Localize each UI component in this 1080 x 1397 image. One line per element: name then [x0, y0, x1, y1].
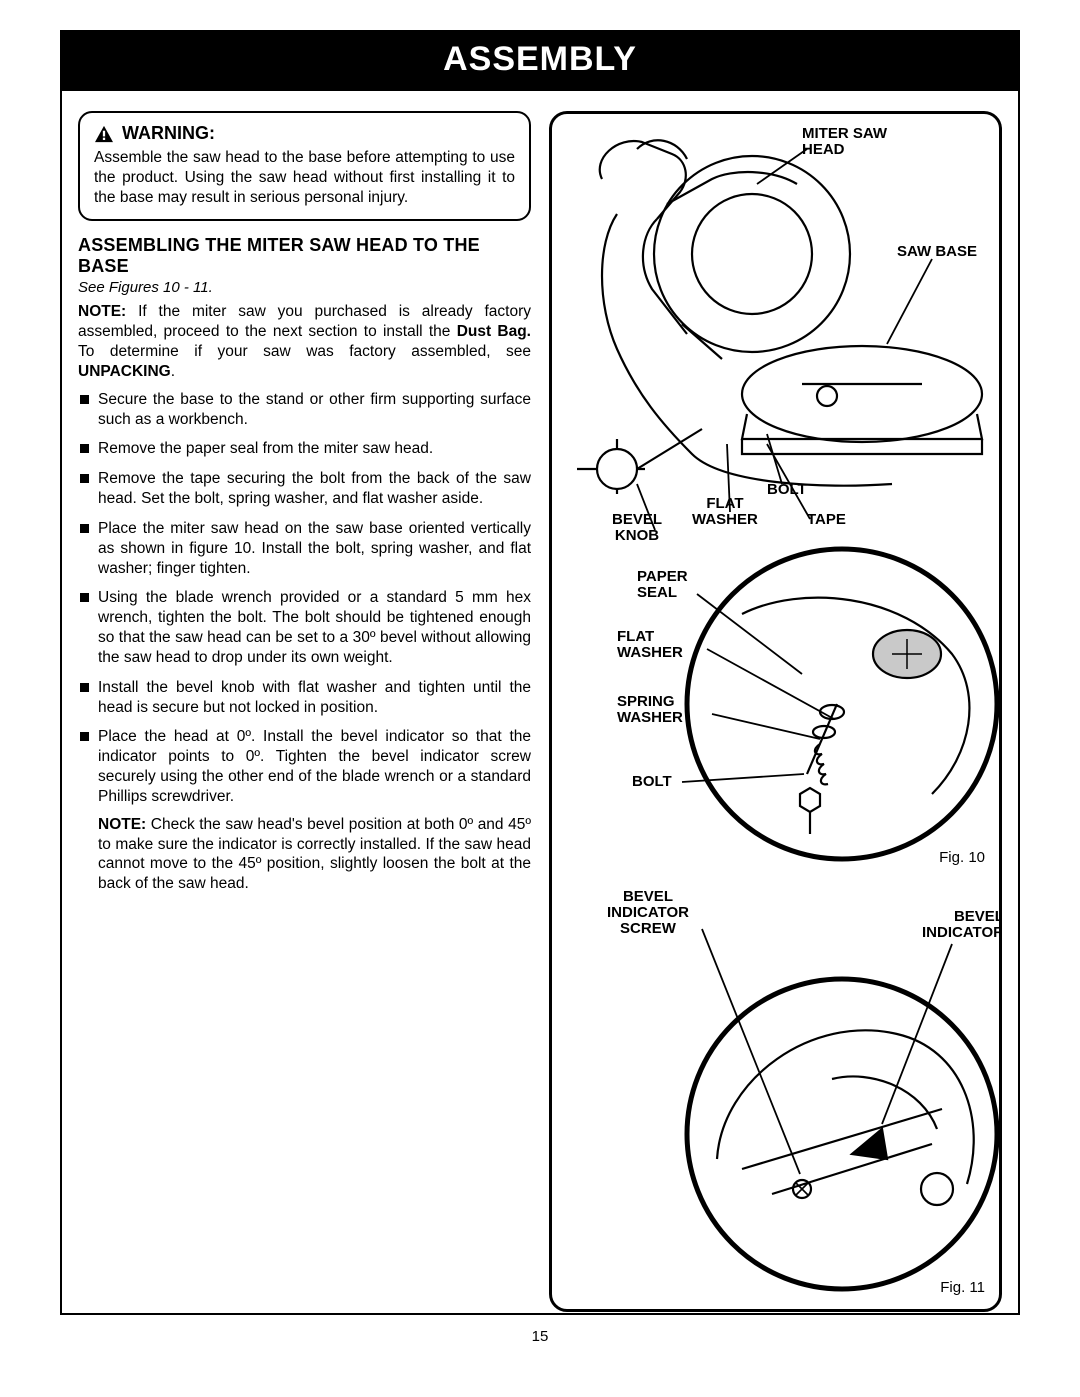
list-item: Remove the paper seal from the miter saw… [78, 439, 531, 459]
sub-note-body: Check the saw head's bevel position at b… [98, 816, 531, 892]
left-column: WARNING: Assemble the saw head to the ba… [78, 111, 531, 1312]
label-bolt-lower: BOLT [632, 774, 672, 790]
label-bevel-indicator-screw: BEVEL INDICATOR SCREW [607, 889, 689, 936]
warning-box: WARNING: Assemble the saw head to the ba… [78, 111, 531, 221]
warning-heading-text: WARNING: [122, 123, 215, 144]
label-flat-washer-upper: FLAT WASHER [692, 496, 758, 528]
steps-list: Secure the base to the stand or other fi… [78, 390, 531, 807]
warning-icon [94, 125, 114, 143]
note-unpacking: UNPACKING [78, 363, 171, 380]
note-dustbag: Dust Bag. [457, 323, 531, 340]
list-item: Remove the tape securing the bolt from t… [78, 469, 531, 509]
label-saw-base: SAW BASE [897, 244, 977, 260]
page: ASSEMBLY WARNING: Assemble the saw head … [0, 0, 1080, 1365]
fig11-caption: Fig. 11 [940, 1279, 985, 1296]
list-item: Place the head at 0º. Install the bevel … [78, 727, 531, 806]
label-bolt-upper: BOLT [767, 482, 807, 498]
label-paper-seal: PAPER SEAL [637, 569, 688, 601]
columns: WARNING: Assemble the saw head to the ba… [50, 91, 1030, 1322]
list-item: Install the bevel knob with flat washer … [78, 678, 531, 718]
figure-panel: MITER SAW HEAD SAW BASE BOLT FLAT WASHER… [549, 111, 1002, 1312]
label-bevel-knob: BEVEL KNOB [612, 512, 662, 544]
label-spring-washer: SPRING WASHER [617, 694, 683, 726]
figure-reference: See Figures 10 - 11. [78, 279, 531, 296]
page-number: 15 [50, 1328, 1030, 1345]
note-paragraph: NOTE: If the miter saw you purchased is … [78, 302, 531, 381]
label-miter-saw-head: MITER SAW HEAD [802, 126, 887, 158]
list-item: Place the miter saw head on the saw base… [78, 519, 531, 578]
list-item: Secure the base to the stand or other fi… [78, 390, 531, 430]
warning-body: Assemble the saw head to the base before… [94, 148, 515, 207]
label-tape: TAPE [807, 512, 846, 528]
note-body-c: . [171, 363, 175, 380]
sub-note: NOTE: Check the saw head's bevel positio… [78, 815, 531, 894]
title-text: ASSEMBLY [443, 40, 637, 78]
note-body-b: To determine if your saw was factory ass… [78, 343, 531, 360]
warning-heading: WARNING: [94, 123, 515, 144]
title-bar: ASSEMBLY [60, 30, 1020, 91]
right-column: MITER SAW HEAD SAW BASE BOLT FLAT WASHER… [549, 111, 1002, 1312]
section-heading: ASSEMBLING THE MITER SAW HEAD TO THE BAS… [78, 235, 531, 277]
sub-note-prefix: NOTE: [98, 816, 146, 833]
note-prefix: NOTE: [78, 303, 126, 320]
fig10-caption: Fig. 10 [939, 849, 985, 866]
label-bevel-indicator: BEVEL INDICATOR [922, 909, 1002, 941]
list-item: Using the blade wrench provided or a sta… [78, 588, 531, 667]
label-flat-washer-lower: FLAT WASHER [617, 629, 683, 661]
